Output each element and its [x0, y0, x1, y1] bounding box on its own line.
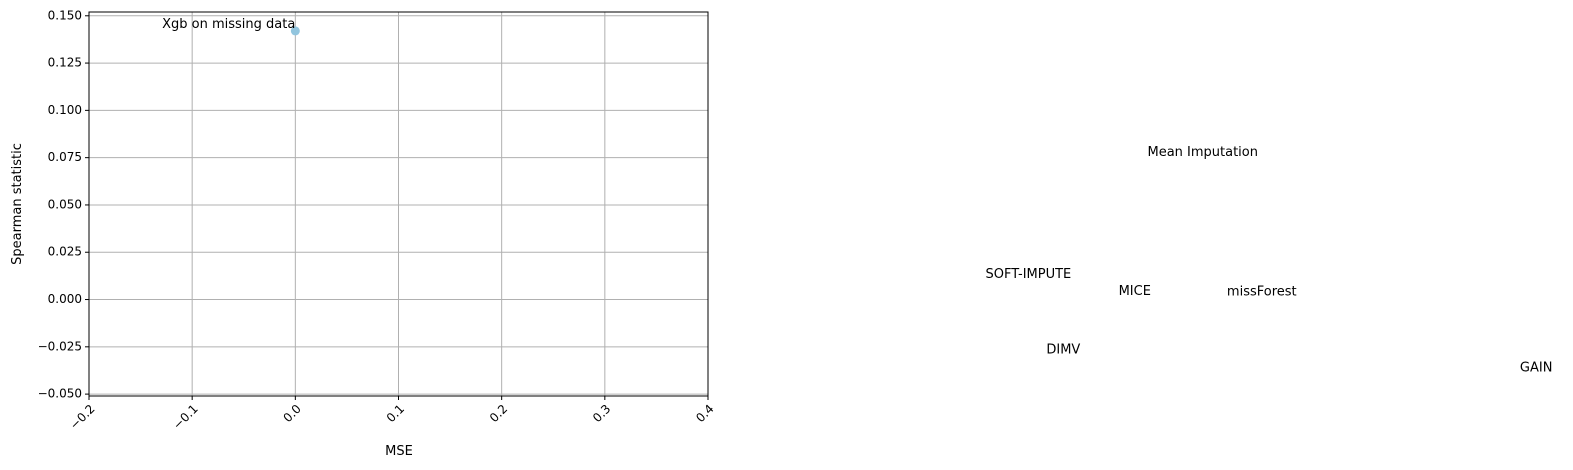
point-label: Xgb on missing data	[162, 17, 295, 32]
annotations: Mean Imputation SOFT-IMPUTE MICE missForest…	[986, 145, 1553, 376]
annotation-label: MICE	[1119, 284, 1151, 299]
y-tick-label: 0.050	[48, 197, 82, 211]
y-tick-label: 0.125	[48, 56, 82, 70]
y-tick-label: −0.050	[38, 387, 82, 401]
annotation-label: missForest	[1227, 285, 1297, 300]
y-tick-label: 0.075	[48, 150, 82, 164]
x-tick-label: −0.2	[67, 402, 98, 433]
y-tick-label: 0.150	[48, 8, 82, 22]
annotation-label: DIMV	[1046, 342, 1080, 357]
x-tick-label: 0.3	[590, 402, 613, 425]
y-tick-label: 0.025	[48, 245, 82, 259]
x-tick-label: 0.1	[384, 402, 407, 425]
x-axis-ticks: −0.2 −0.1 0.0 0.1 0.2 0.3 0.4	[67, 396, 717, 432]
x-axis-label: MSE	[385, 444, 413, 459]
x-tick-label: 0.2	[487, 402, 510, 425]
y-axis-label: Spearman statistic	[10, 143, 25, 265]
y-tick-label: 0.000	[48, 292, 82, 306]
data-points: Xgb on missing data	[162, 17, 300, 36]
x-tick-label: 0.4	[693, 402, 716, 425]
y-tick-label: −0.025	[38, 339, 82, 353]
annotation-label: GAIN	[1520, 360, 1553, 375]
y-axis-ticks: −0.050 −0.025 0.000 0.025 0.050 0.075 0.100 0.1…	[38, 8, 89, 401]
data-point	[290, 26, 300, 36]
annotation-label: Mean Imputation	[1147, 145, 1258, 160]
grid-lines	[88, 12, 709, 396]
y-tick-label: 0.100	[48, 103, 82, 117]
annotation-label: SOFT-IMPUTE	[986, 267, 1072, 282]
x-tick-label: 0.0	[281, 402, 304, 425]
x-tick-label: −0.1	[170, 402, 201, 433]
